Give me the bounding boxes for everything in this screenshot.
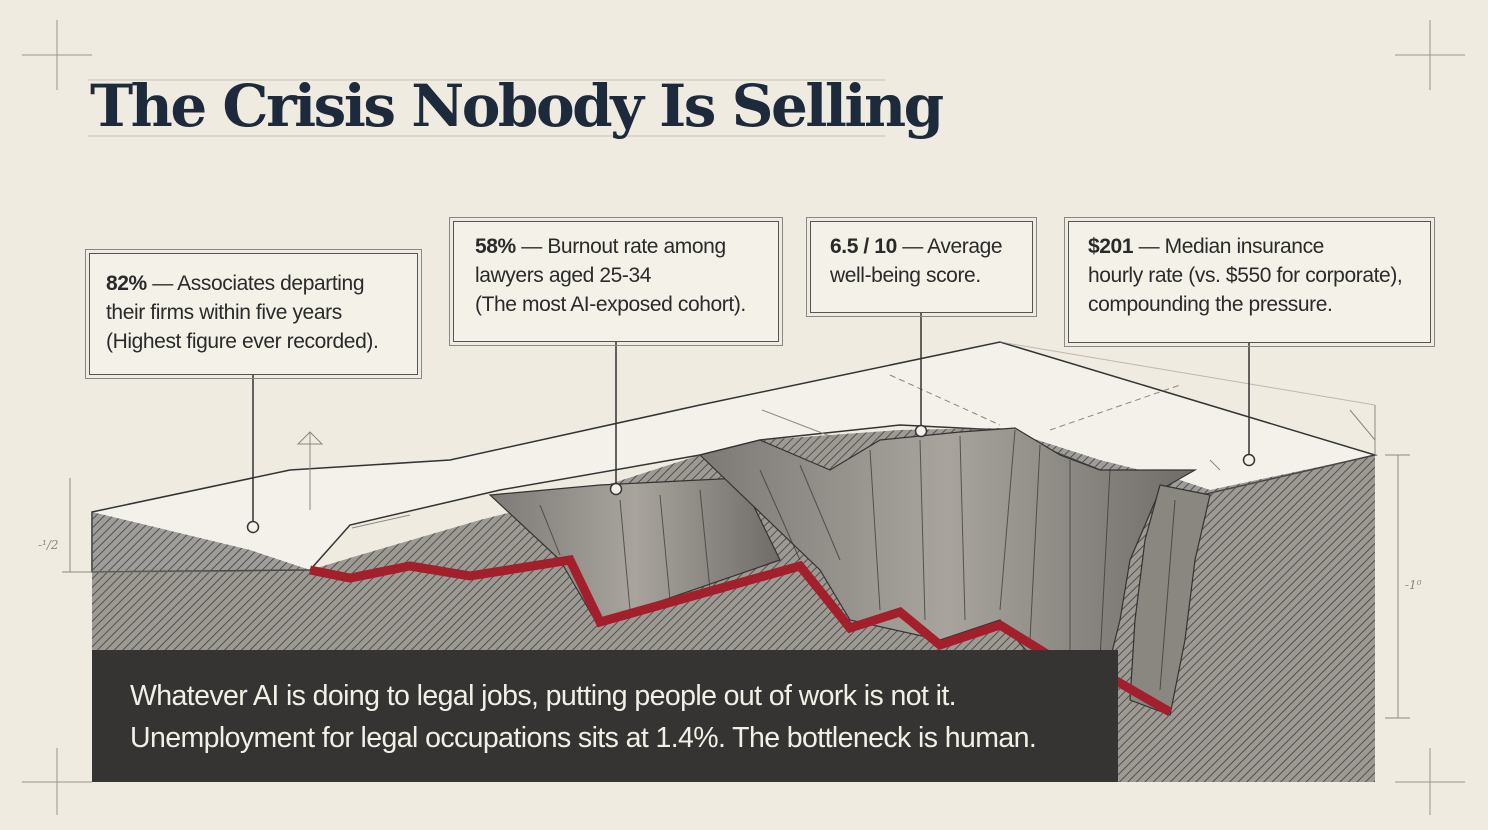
canyon-wall-3 (1129, 484, 1211, 716)
callout-text: compounding the pressure. (1088, 293, 1333, 316)
callout-text: — Median insurance (1138, 235, 1325, 258)
callout-text: — Associates departing (152, 272, 365, 295)
canyon-wall-2 (698, 427, 1198, 701)
leader-lines (246, 313, 1256, 534)
callout-wellbeing: 6.5 / 10 — Average well-being score. (806, 217, 1037, 317)
callout-text: lawyers aged 25-34 (475, 264, 652, 287)
callout-text: — Burnout rate among (521, 235, 726, 258)
title-guides (88, 79, 885, 137)
construction-lines (62, 341, 1410, 719)
callout-text: (The most AI-exposed cohort). (475, 293, 746, 316)
callout-text: hourly rate (vs. $550 for corporate), (1088, 264, 1403, 287)
callout-value: 6.5 / 10 (830, 235, 897, 258)
callout-associates: 82% — Associates departing their firms w… (85, 249, 422, 379)
decline-line (309, 555, 1173, 716)
summary-caption: Whatever AI is doing to legal jobs, putt… (92, 650, 1118, 782)
dimension-label-right: -1⁰ (1405, 578, 1422, 592)
dimension-label-left: -¹/2 (38, 538, 59, 552)
canyon-wall-1 (488, 477, 781, 621)
callout-burnout: 58% — Burnout rate among lawyers aged 25… (449, 217, 783, 346)
callout-text: well-being score. (830, 264, 981, 287)
callout-value: 82% (106, 272, 147, 295)
caption-line: Whatever AI is doing to legal jobs, putt… (130, 680, 957, 712)
page-title: The Crisis Nobody Is Selling (90, 72, 944, 140)
caption-line: Unemployment for legal occupations sits … (130, 722, 1037, 754)
callout-value: 58% (475, 235, 516, 258)
callout-text: (Highest figure ever recorded). (106, 330, 379, 353)
callout-text: their firms within five years (106, 301, 342, 324)
rock-texture (539, 429, 1176, 691)
callout-text: — Average (902, 235, 1003, 258)
callout-insurance-rate: $201 — Median insurance hourly rate (vs.… (1064, 217, 1435, 347)
callout-value: $201 (1088, 235, 1134, 258)
crop-marks (22, 20, 1465, 815)
